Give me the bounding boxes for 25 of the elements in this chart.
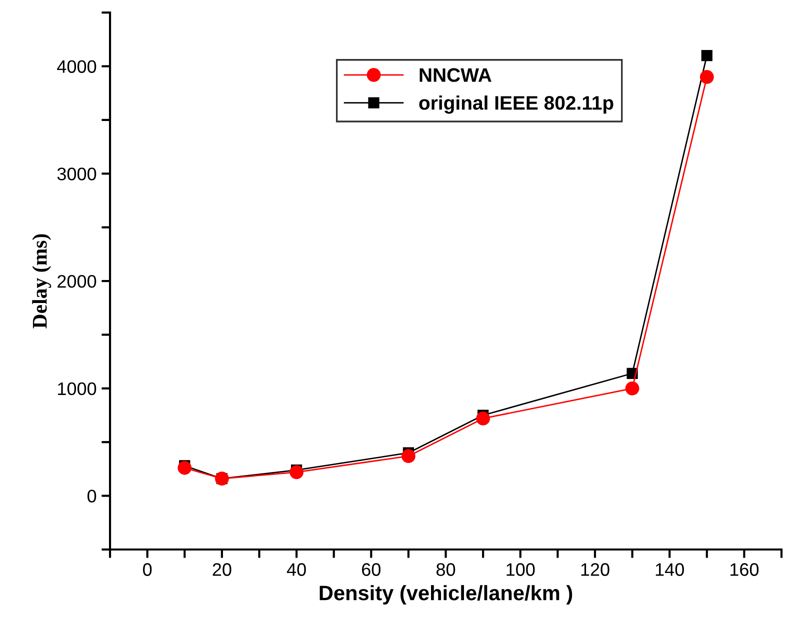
x-tick-label: 40 xyxy=(286,563,306,576)
x-tick-label: 140 xyxy=(656,563,684,576)
y-tick-label: 2000 xyxy=(58,274,96,288)
x-tick-label: 100 xyxy=(506,563,535,576)
x-tick-label: 60 xyxy=(362,563,380,576)
x-tick-label: 160 xyxy=(730,563,759,576)
y-axis-title: Delay (ms) xyxy=(32,234,52,328)
x-tick-label: 20 xyxy=(212,563,232,576)
point xyxy=(625,381,640,396)
x-tick-label: 120 xyxy=(581,563,610,576)
y-tick-label: 4000 xyxy=(57,60,96,73)
point xyxy=(701,50,712,62)
x-tick-label: 80 xyxy=(436,563,456,576)
point xyxy=(178,460,192,475)
x-tick-label: 0 xyxy=(143,563,152,576)
y-tick-label: 3000 xyxy=(57,168,96,180)
point xyxy=(290,465,304,480)
x-axis-title: Density (vehicle/lane/km ) xyxy=(320,585,572,604)
y-tick-label: 0 xyxy=(87,490,96,503)
point xyxy=(700,70,714,84)
point xyxy=(402,449,416,464)
legend-label: NNCWA xyxy=(420,68,492,82)
y-tick-label: 1000 xyxy=(58,382,96,396)
point xyxy=(476,412,490,426)
legend-label: original IEEE 802.11p xyxy=(419,95,614,114)
